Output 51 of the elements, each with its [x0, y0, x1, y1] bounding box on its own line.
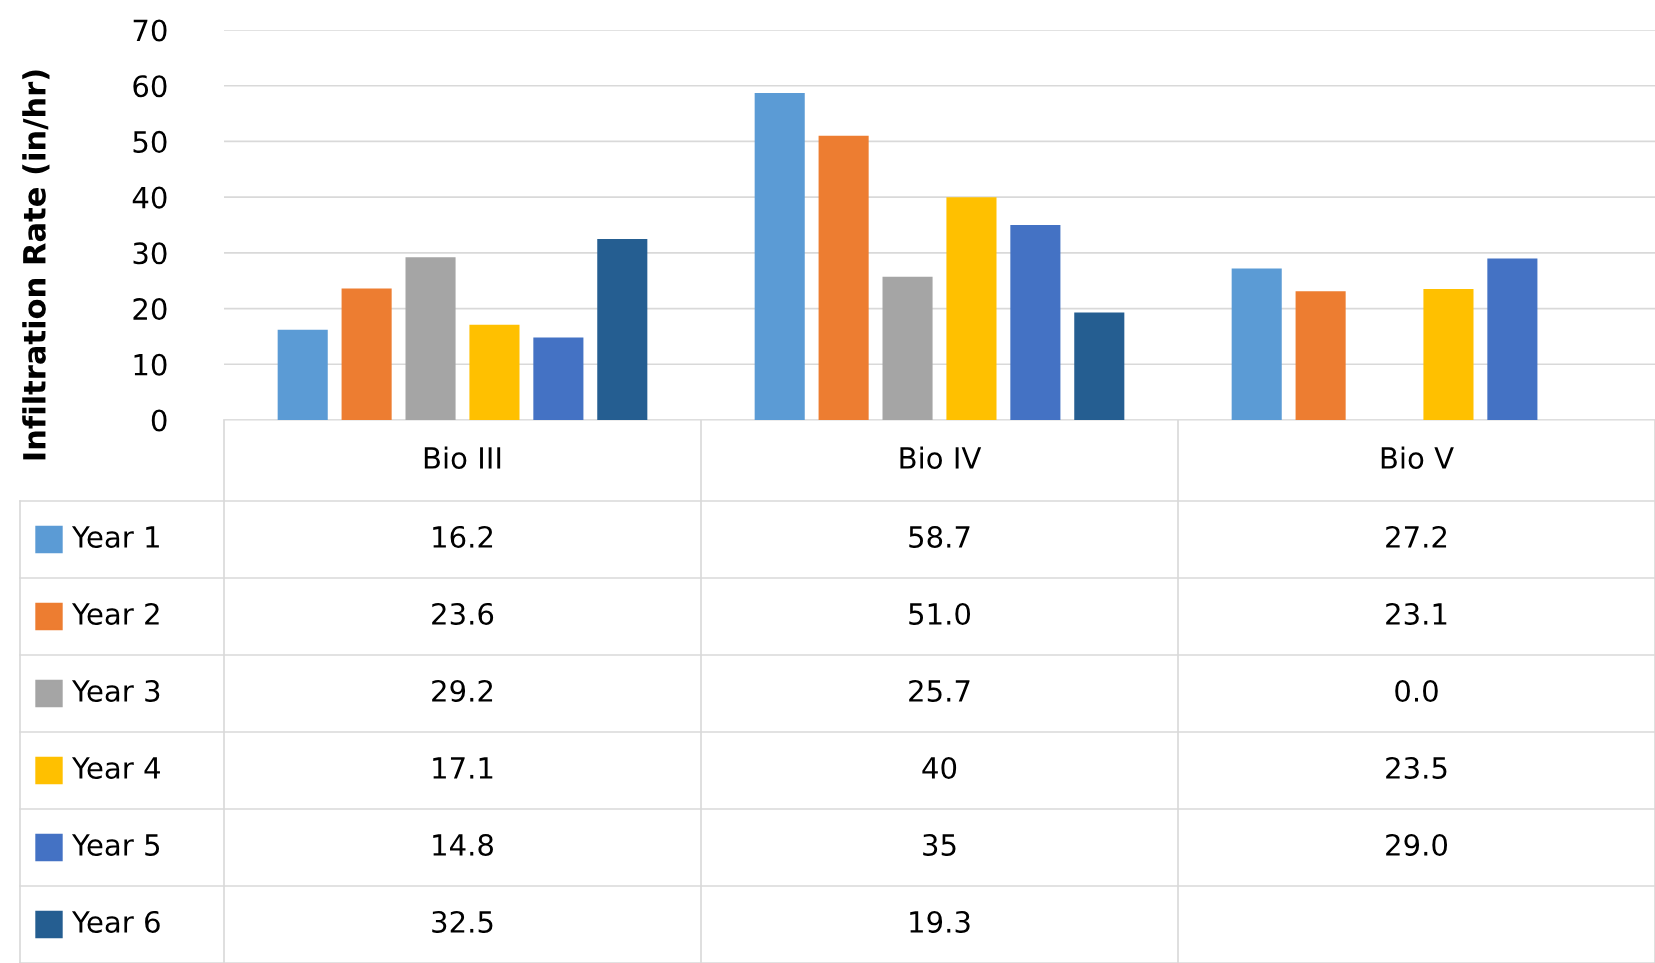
y-tick-label: 70: [133, 19, 167, 42]
y-tick-label: 40: [132, 186, 167, 209]
legend-label: Year 2: [71, 602, 159, 625]
bar: [818, 135, 869, 420]
y-tick-label: 20: [133, 298, 167, 321]
bar: [1010, 225, 1061, 420]
data-label: 29.0: [1386, 833, 1448, 856]
bar: [882, 276, 933, 420]
bar: [277, 329, 328, 420]
data-label: 23.6: [432, 602, 494, 625]
x-tick-label: Bio III: [424, 446, 501, 469]
data-label: 35: [923, 833, 956, 856]
data-label: 23.1: [1386, 602, 1447, 625]
data-label: 51.0: [909, 602, 971, 625]
bar: [1423, 289, 1474, 420]
data-label: 14.8: [433, 833, 493, 856]
data-label: 32.5: [432, 910, 493, 933]
bar: [405, 257, 456, 420]
bar: [1231, 268, 1282, 420]
bar: [1074, 312, 1125, 420]
y-tick-label: 50: [133, 130, 167, 153]
bar: [341, 288, 392, 420]
data-label: 40: [922, 756, 957, 779]
bar: [533, 337, 584, 420]
data-label: 17.1: [433, 757, 493, 779]
y-tick-label: 30: [133, 242, 167, 265]
legend-label: Year 6: [71, 910, 160, 933]
y-tick-label: 10: [134, 353, 167, 376]
x-tick-label: Bio IV: [900, 446, 982, 469]
y-tick-label: 60: [133, 75, 167, 98]
bar: [1295, 291, 1346, 420]
data-label: 58.7: [909, 525, 970, 548]
bar: [754, 92, 805, 420]
data-label: 25.7: [909, 679, 970, 702]
data-label: 19.3: [910, 910, 970, 933]
data-label: 23.5: [1386, 756, 1447, 779]
data-label: 16.2: [433, 525, 493, 548]
bar: [597, 238, 648, 420]
bar: [469, 324, 520, 420]
data-label: 0.0: [1395, 679, 1438, 702]
y-tick-label: 0: [151, 409, 167, 432]
legend-label: Year 4: [71, 757, 160, 779]
x-tick-label: Bio V: [1381, 446, 1454, 469]
legend-label: Year 5: [71, 834, 160, 856]
bar: [946, 197, 997, 420]
legend-label: Year 1: [71, 526, 159, 548]
data-label: 29.2: [432, 679, 493, 702]
legend-label: Year 3: [71, 679, 160, 702]
data-label: 27.2: [1386, 525, 1447, 548]
y-axis-title: Infiltration Rate (in/hr): [22, 70, 50, 460]
bar: [1487, 258, 1538, 420]
